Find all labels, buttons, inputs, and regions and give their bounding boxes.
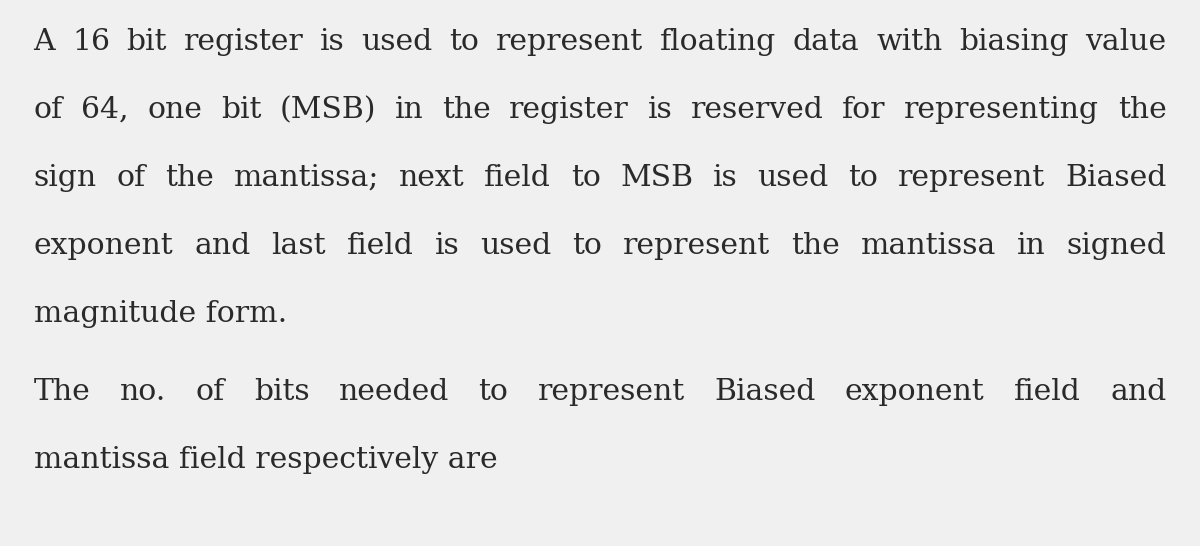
Text: is: is — [648, 96, 672, 124]
Text: the: the — [791, 232, 840, 260]
Text: The: The — [34, 378, 90, 406]
Text: register: register — [509, 96, 629, 124]
Text: reserved: reserved — [691, 96, 823, 124]
Text: field: field — [347, 232, 414, 260]
Text: represent: represent — [496, 28, 643, 56]
Text: the: the — [442, 96, 491, 124]
Text: mantissa;: mantissa; — [234, 164, 379, 192]
Text: representing: representing — [904, 96, 1099, 124]
Text: used: used — [361, 28, 433, 56]
Text: A: A — [34, 28, 55, 56]
Text: to: to — [571, 164, 601, 192]
Text: to: to — [572, 232, 602, 260]
Text: 16: 16 — [72, 28, 110, 56]
Text: used: used — [757, 164, 829, 192]
Text: represent: represent — [538, 378, 685, 406]
Text: represent: represent — [623, 232, 770, 260]
Text: exponent: exponent — [845, 378, 984, 406]
Text: with: with — [876, 28, 942, 56]
Text: needed: needed — [338, 378, 449, 406]
Text: bits: bits — [253, 378, 310, 406]
Text: Biased: Biased — [714, 378, 816, 406]
Text: to: to — [479, 378, 509, 406]
Text: biasing: biasing — [959, 28, 1068, 56]
Text: represent: represent — [898, 164, 1045, 192]
Text: and: and — [1110, 378, 1166, 406]
Text: field: field — [484, 164, 551, 192]
Text: of: of — [34, 96, 62, 124]
Text: (MSB): (MSB) — [280, 96, 376, 124]
Text: data: data — [793, 28, 859, 56]
Text: the: the — [1117, 96, 1166, 124]
Text: value: value — [1085, 28, 1166, 56]
Text: exponent: exponent — [34, 232, 173, 260]
Text: no.: no. — [120, 378, 166, 406]
Text: mantissa field respectively are: mantissa field respectively are — [34, 446, 497, 474]
Text: 64,: 64, — [82, 96, 128, 124]
Text: in: in — [395, 96, 424, 124]
Text: the: the — [166, 164, 214, 192]
Text: magnitude form.: magnitude form. — [34, 300, 287, 328]
Text: used: used — [480, 232, 551, 260]
Text: bit: bit — [126, 28, 167, 56]
Text: bit: bit — [221, 96, 262, 124]
Text: sign: sign — [34, 164, 97, 192]
Text: next: next — [398, 164, 464, 192]
Text: register: register — [184, 28, 304, 56]
Text: MSB: MSB — [620, 164, 694, 192]
Text: to: to — [848, 164, 878, 192]
Text: of: of — [116, 164, 145, 192]
Text: and: and — [194, 232, 251, 260]
Text: last: last — [271, 232, 325, 260]
Text: in: in — [1016, 232, 1045, 260]
Text: field: field — [1014, 378, 1081, 406]
Text: is: is — [320, 28, 344, 56]
Text: signed: signed — [1067, 232, 1166, 260]
Text: for: for — [842, 96, 886, 124]
Text: to: to — [450, 28, 479, 56]
Text: one: one — [148, 96, 203, 124]
Text: of: of — [196, 378, 224, 406]
Text: is: is — [713, 164, 738, 192]
Text: floating: floating — [660, 28, 776, 56]
Text: mantissa: mantissa — [860, 232, 996, 260]
Text: is: is — [434, 232, 460, 260]
Text: Biased: Biased — [1066, 164, 1166, 192]
